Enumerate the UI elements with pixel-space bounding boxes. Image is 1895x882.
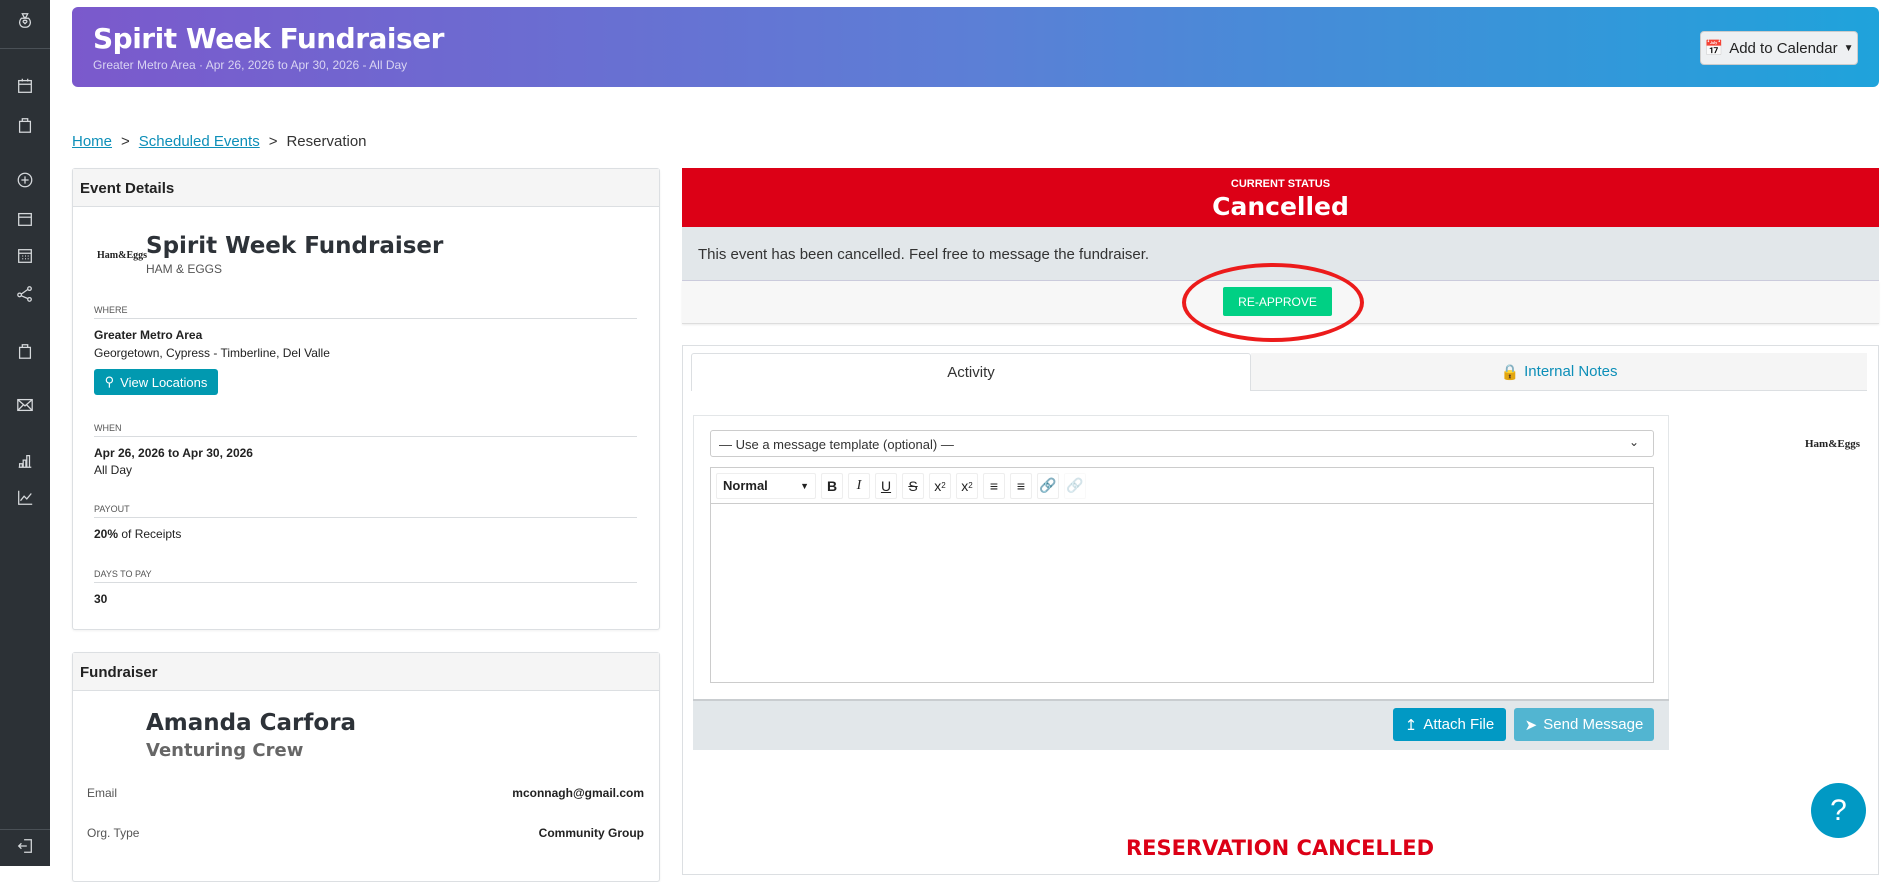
status-banner: CURRENT STATUS Cancelled: [682, 168, 1879, 227]
reservation-status-text: RESERVATION CANCELLED: [1125, 836, 1435, 860]
bar-chart-icon[interactable]: [13, 449, 37, 473]
strikethrough-icon[interactable]: S: [902, 472, 924, 499]
unlink-icon[interactable]: 🔗: [1064, 472, 1086, 499]
line-chart-icon[interactable]: [13, 486, 37, 510]
link-icon[interactable]: 🔗: [1037, 472, 1059, 499]
where-main: Greater Metro Area: [94, 328, 203, 342]
add-to-calendar-button[interactable]: 📅 Add to Calendar ▼: [1700, 31, 1858, 65]
bag-icon[interactable]: [13, 339, 37, 363]
chevron-down-icon: ⌄: [1628, 435, 1639, 449]
breadcrumb-scheduled-events[interactable]: Scheduled Events: [138, 133, 260, 150]
message-composer: [693, 415, 1669, 750]
sidebar: [0, 0, 50, 866]
add-circle-icon[interactable]: [13, 168, 37, 192]
days-to-pay-value: 30: [94, 592, 108, 606]
logo-moneybag-icon[interactable]: [13, 9, 37, 33]
when-main: Apr 26, 2026 to Apr 30, 2026: [94, 446, 253, 460]
brand-logo: Ham&Eggs: [1805, 438, 1860, 450]
message-body-input[interactable]: [710, 503, 1654, 683]
share-icon[interactable]: [13, 282, 37, 306]
page-title: Spirit Week Fundraiser: [93, 22, 445, 55]
payout-label: PAYOUT: [94, 504, 637, 518]
page-subtitle: Greater Metro Area · Apr 26, 2026 to Apr…: [93, 58, 408, 72]
upload-icon: ↥: [1404, 716, 1418, 734]
calendar-icon: 📅: [1704, 40, 1724, 57]
breadcrumb: Home > Scheduled Events > Reservation: [72, 133, 367, 150]
bold-icon[interactable]: B: [821, 472, 843, 499]
view-locations-button[interactable]: ⚲ View Locations: [94, 369, 218, 395]
composer-footer: [693, 699, 1669, 750]
status-message: This event has been cancelled. Feel free…: [682, 227, 1879, 281]
status-label: CURRENT STATUS: [1230, 178, 1331, 190]
where-label: WHERE: [94, 305, 637, 319]
when-label: WHEN: [94, 423, 637, 437]
card-heading: Event Details: [73, 169, 659, 207]
map-pin-icon: ⚲: [104, 374, 115, 389]
when-sub: All Day: [94, 463, 133, 477]
email-value: mconnagh@gmail.com: [512, 786, 644, 800]
help-button[interactable]: ?: [1811, 783, 1866, 838]
bullet-list-icon[interactable]: ≡: [983, 472, 1005, 499]
tab-activity[interactable]: Activity: [691, 353, 1251, 391]
breadcrumb-current: Reservation: [286, 133, 367, 150]
logout-icon[interactable]: [13, 834, 37, 858]
fundraiser-name: Amanda Carfora: [146, 710, 357, 736]
org-type-value: Community Group: [538, 826, 644, 840]
org-type-label: Org. Type: [87, 826, 140, 840]
message-template-select[interactable]: — Use a message template (optional) — ⌄: [710, 430, 1654, 457]
calendar-event-icon[interactable]: [13, 207, 37, 231]
ordered-list-icon[interactable]: ≡: [1010, 472, 1032, 499]
attach-file-button[interactable]: ↥ Attach File: [1393, 708, 1506, 741]
caret-down-icon: ▼: [1843, 42, 1854, 54]
breadcrumb-home[interactable]: Home: [72, 133, 113, 150]
event-details-card: Event Details: [72, 168, 660, 630]
calendar-grid-icon[interactable]: [13, 244, 37, 268]
where-sub: Georgetown, Cypress - Timberline, Del Va…: [94, 346, 330, 360]
brand-logo: Ham&Eggs: [97, 250, 147, 261]
lock-icon: 🔒: [1500, 363, 1520, 381]
days-to-pay-label: DAYS TO PAY: [94, 569, 637, 583]
payout-value: 20% of Receipts: [94, 527, 182, 541]
card-heading: Fundraiser: [73, 653, 659, 691]
event-title: Spirit Week Fundraiser: [146, 233, 444, 259]
italic-icon[interactable]: I: [848, 472, 870, 499]
re-approve-button[interactable]: RE-APPROVE: [1223, 287, 1332, 316]
email-label: Email: [87, 786, 118, 800]
status-value: Cancelled: [1212, 192, 1349, 221]
fundraiser-card: Fundraiser: [72, 652, 660, 882]
fundraiser-org: Venturing Crew: [146, 740, 304, 761]
tab-internal-notes[interactable]: 🔒 Internal Notes: [1251, 353, 1867, 391]
underline-icon[interactable]: U: [875, 472, 897, 499]
send-message-button[interactable]: ➤ Send Message: [1514, 708, 1654, 741]
mail-icon[interactable]: [13, 393, 37, 417]
bag-icon[interactable]: [13, 113, 37, 137]
event-brand: HAM & EGGS: [146, 262, 223, 276]
format-select[interactable]: Normal ▼: [716, 472, 816, 499]
event-banner: Spirit Week Fundraiser Greater Metro Are…: [72, 7, 1879, 87]
calendar-icon[interactable]: [13, 74, 37, 98]
paper-plane-icon: ➤: [1524, 716, 1538, 734]
